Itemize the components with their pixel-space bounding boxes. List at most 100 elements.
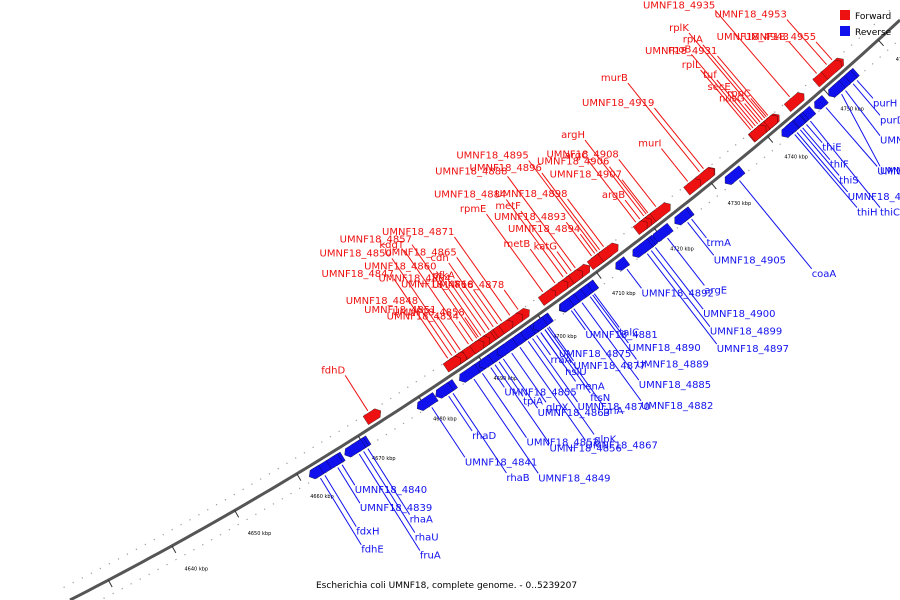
axis-tick-label: 4720 kbp: [670, 247, 694, 253]
forward-gene-label: pfkA: [432, 271, 455, 282]
reverse-leader-line: [570, 310, 586, 331]
forward-leader-line: [505, 199, 564, 278]
forward-leader-line: [556, 251, 572, 272]
reverse-leader-line: [841, 93, 881, 167]
forward-leader-line: [541, 172, 600, 251]
forward-leader-line: [417, 305, 453, 356]
forward-leader-line: [403, 249, 469, 345]
forward-gene-label: UMNF18_4864: [378, 273, 450, 284]
reverse-gene-label: coaA: [812, 269, 837, 280]
reverse-gene-label: argE: [704, 285, 727, 296]
reverse-gene-label: rhaB: [506, 473, 529, 484]
reverse-gene-label: UMNF18_4877: [574, 361, 646, 372]
reverse-leader-line: [546, 327, 604, 407]
reverse-gene-arrow: [724, 165, 746, 185]
reverse-gene-label: UMNF18_4900: [703, 309, 775, 320]
reverse-leader-line: [452, 393, 507, 474]
axis-tick-label: 4750 kbp: [840, 106, 864, 112]
reverse-leader-line: [548, 326, 574, 362]
reverse-gene-arrow: [309, 464, 325, 480]
forward-leader-line: [565, 221, 592, 257]
forward-gene-label: argB: [602, 190, 625, 201]
forward-gene-label: metF: [495, 201, 521, 212]
forward-leader-line: [567, 198, 604, 248]
reverse-gene-arrow: [632, 238, 654, 258]
forward-gene-arrow: [537, 289, 556, 306]
reverse-leader-line: [498, 361, 524, 397]
reverse-gene-label: UMNF18_4889: [637, 359, 709, 370]
forward-gene-label: rplA: [683, 35, 703, 46]
reverse-gene-arrow: [533, 316, 549, 332]
reverse-gene-arrow: [479, 354, 495, 369]
forward-leader-line: [393, 278, 449, 359]
forward-leader-line: [618, 159, 657, 207]
axis-tick-label: 4760 kbp: [896, 57, 900, 63]
forward-gene-label: UMNF18_4906: [537, 157, 609, 168]
reverse-gene-label: UMNF18_4852: [527, 438, 599, 449]
reverse-gene-label: thiS: [839, 176, 858, 187]
legend-forward-label: Forward: [855, 12, 891, 22]
reverse-leader-line: [852, 83, 881, 116]
forward-leader-line: [507, 176, 576, 269]
reverse-gene-label: UMNF18_4870: [578, 402, 650, 413]
axis-tick: [296, 473, 302, 481]
forward-gene-label: rpoC: [727, 88, 751, 99]
reverse-leader-line: [431, 407, 466, 458]
reverse-leader-line: [845, 90, 881, 137]
forward-gene-label: UMNF18_4931: [645, 46, 717, 57]
forward-gene-label: rpmE: [460, 204, 487, 215]
axis-tick-label: 4670 kbp: [372, 456, 396, 462]
forward-leader-line: [815, 41, 833, 61]
reverse-gene-label: thiC: [880, 208, 900, 219]
reverse-gene-label: hslU: [565, 367, 587, 378]
forward-gene-arrow: [568, 269, 583, 284]
legend: Forward Reverse: [840, 10, 892, 38]
forward-leader-line: [716, 79, 756, 127]
reverse-gene-label: rhaU: [415, 533, 439, 544]
forward-leader-line: [436, 314, 461, 351]
forward-leader-line: [464, 317, 479, 338]
forward-leader-line: [700, 69, 752, 131]
forward-leader-line: [691, 53, 754, 129]
reverse-gene-label: purH: [873, 98, 897, 109]
reverse-leader-line: [589, 296, 637, 360]
reverse-leader-line: [650, 250, 711, 328]
forward-gene-arrow: [498, 319, 514, 335]
forward-gene-label: UMNF18_4955: [744, 32, 816, 43]
reverse-gene-arrow: [814, 95, 829, 110]
reverse-gene-label: UMNF18_4949: [880, 166, 900, 177]
forward-gene-label: argH: [561, 130, 585, 141]
forward-leader-line: [717, 55, 769, 116]
forward-leader-line: [584, 139, 645, 217]
reverse-leader-line: [473, 378, 539, 474]
reverse-leader-line: [320, 477, 362, 545]
forward-gene-label: UMNF18_4888: [435, 166, 507, 177]
forward-leader-line: [750, 98, 767, 118]
reverse-leader-line: [544, 329, 560, 350]
reverse-gene-label: UMNF18_4849: [538, 473, 610, 484]
forward-gene-label: UMNF18_4860: [364, 261, 436, 272]
forward-gene-arrow: [783, 92, 805, 113]
axis-tick: [767, 136, 774, 143]
forward-gene-label: UMNF18_4935: [643, 0, 715, 11]
forward-gene-arrow: [469, 339, 485, 355]
forward-leader-line: [609, 166, 647, 215]
forward-gene-label: UMNF18_4851: [364, 305, 436, 316]
reverse-gene-label: ftsN: [590, 393, 610, 404]
reverse-gene-label: UMNF18_4839: [360, 503, 432, 514]
forward-gene-label: katG: [534, 242, 557, 253]
reverse-gene-label: tpiA: [523, 396, 543, 407]
forward-gene-label: UMNF18_4871: [382, 227, 454, 238]
reverse-gene-label: UMNF18_4881: [585, 330, 657, 341]
forward-leader-line: [450, 283, 486, 333]
forward-gene-label: UMNF18_4896: [470, 163, 542, 174]
backbone-line: [69, 18, 900, 600]
forward-gene-label: rpoB: [668, 44, 692, 55]
axis-tick: [234, 510, 240, 518]
reverse-gene-label: fdhE: [361, 545, 384, 556]
reverse-leader-line: [337, 467, 361, 504]
reverse-leader-line: [626, 268, 642, 289]
reverse-leader-line: [667, 237, 705, 286]
reverse-gene-label: UMNF18_4885: [639, 380, 711, 391]
forward-leader-line: [702, 44, 766, 119]
